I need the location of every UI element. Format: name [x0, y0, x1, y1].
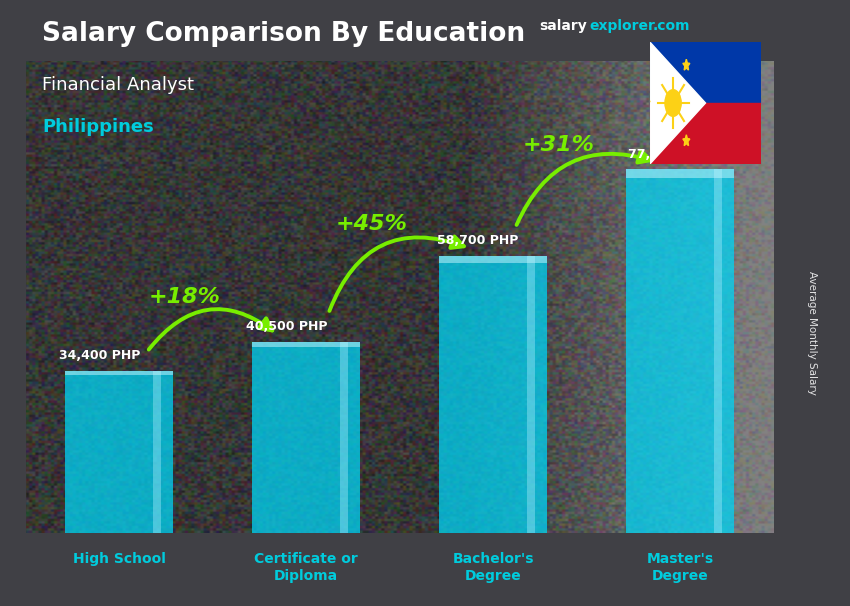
- Text: 34,400 PHP: 34,400 PHP: [60, 349, 140, 362]
- Text: Average Monthly Salary: Average Monthly Salary: [807, 271, 817, 395]
- Bar: [252, 342, 360, 533]
- Text: Bachelor's
Degree: Bachelor's Degree: [452, 552, 534, 584]
- Bar: [650, 42, 761, 103]
- Polygon shape: [643, 97, 650, 108]
- Text: .com: .com: [653, 19, 690, 33]
- Bar: [439, 256, 547, 263]
- Bar: [527, 256, 536, 533]
- Bar: [153, 371, 162, 533]
- Text: explorer: explorer: [589, 19, 654, 33]
- Text: Philippines: Philippines: [42, 118, 154, 136]
- Bar: [252, 342, 360, 347]
- Text: +45%: +45%: [336, 214, 407, 234]
- Text: +18%: +18%: [149, 287, 220, 307]
- Polygon shape: [683, 59, 690, 70]
- Bar: [65, 371, 173, 375]
- Text: 77,000 PHP: 77,000 PHP: [627, 148, 709, 161]
- Text: Master's
Degree: Master's Degree: [647, 552, 713, 584]
- Text: Certificate or
Diploma: Certificate or Diploma: [254, 552, 358, 584]
- Text: Salary Comparison By Education: Salary Comparison By Education: [42, 21, 525, 47]
- Text: +31%: +31%: [523, 135, 594, 155]
- Polygon shape: [650, 42, 706, 164]
- Text: salary: salary: [540, 19, 587, 33]
- Bar: [626, 169, 734, 533]
- Text: High School: High School: [72, 552, 166, 566]
- Text: 58,700 PHP: 58,700 PHP: [437, 235, 518, 247]
- Bar: [340, 342, 348, 533]
- Bar: [439, 256, 547, 533]
- Text: 40,500 PHP: 40,500 PHP: [246, 321, 327, 333]
- Text: Financial Analyst: Financial Analyst: [42, 76, 195, 94]
- Bar: [650, 103, 761, 164]
- Circle shape: [665, 90, 681, 116]
- Bar: [65, 371, 173, 533]
- Bar: [626, 169, 734, 178]
- Bar: [714, 169, 722, 533]
- Polygon shape: [683, 135, 690, 145]
